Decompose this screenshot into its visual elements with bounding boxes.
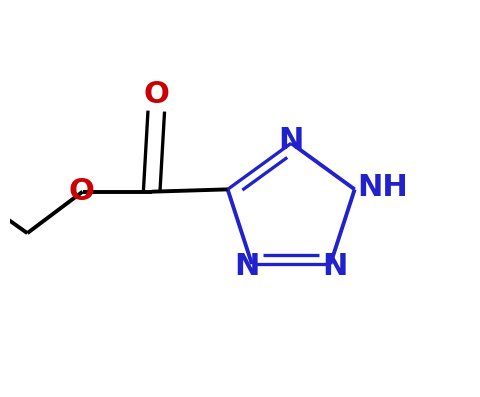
Text: N: N — [234, 252, 260, 281]
Text: O: O — [143, 81, 169, 110]
Text: O: O — [69, 177, 95, 206]
Text: N: N — [322, 252, 347, 281]
Text: NH: NH — [356, 173, 407, 202]
Text: N: N — [278, 126, 303, 156]
